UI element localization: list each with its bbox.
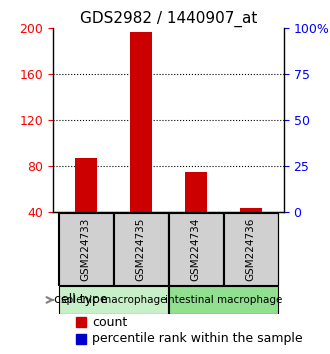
Bar [185,172,207,212]
FancyBboxPatch shape [59,286,168,314]
FancyBboxPatch shape [224,213,278,285]
Text: splenic macrophage: splenic macrophage [60,295,166,305]
Text: intestinal macrophage: intestinal macrophage [165,295,282,305]
Title: GDS2982 / 1440907_at: GDS2982 / 1440907_at [80,11,257,27]
Bar [75,158,97,212]
Text: count: count [92,316,127,329]
Text: percentile rank within the sample: percentile rank within the sample [92,332,303,345]
FancyBboxPatch shape [114,213,168,285]
Text: GSM224735: GSM224735 [136,217,146,281]
Bar [240,207,262,212]
Text: GSM224734: GSM224734 [191,217,201,281]
Bar [130,32,152,212]
FancyBboxPatch shape [169,213,223,285]
Text: GSM224733: GSM224733 [81,217,91,281]
Text: GSM224736: GSM224736 [246,217,256,281]
Text: cell type: cell type [54,293,108,307]
FancyBboxPatch shape [169,286,278,314]
FancyBboxPatch shape [59,213,113,285]
